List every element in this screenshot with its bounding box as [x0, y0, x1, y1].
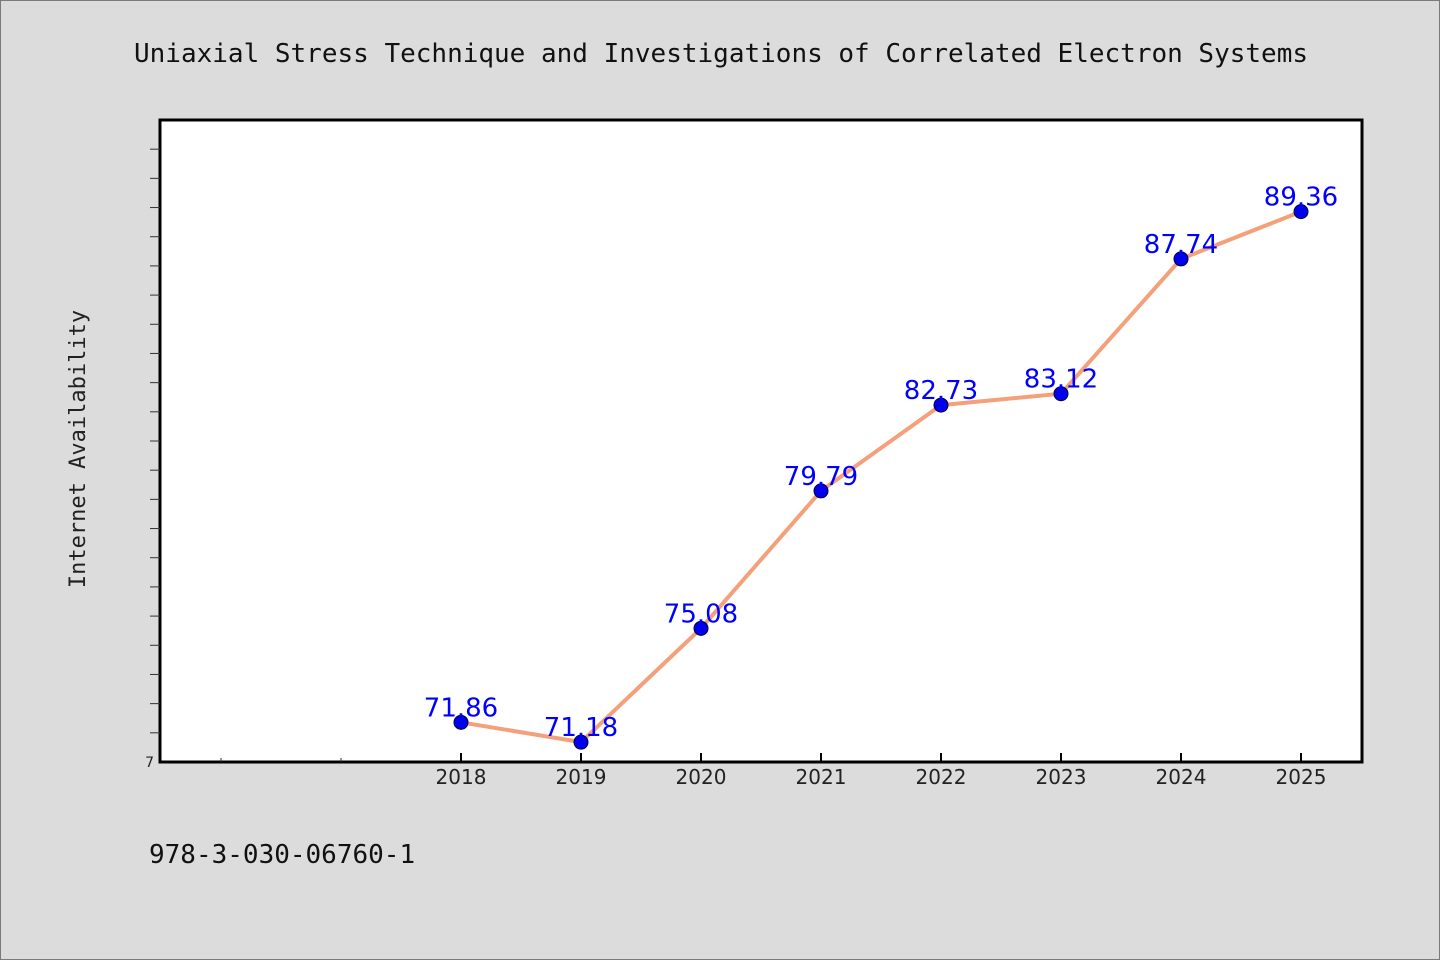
data-point	[933, 397, 949, 413]
data-point	[1053, 386, 1069, 402]
data-label: 82.73	[904, 376, 978, 406]
x-tick-label: 2020	[676, 765, 727, 789]
data-label: 83.12	[1024, 365, 1098, 395]
y-axis-ticks: 7	[145, 148, 160, 771]
data-label: 71.86	[424, 693, 498, 723]
x-tick-label: 2018	[436, 765, 487, 789]
data-point	[573, 734, 589, 750]
plot-area	[158, 118, 1364, 764]
data-point	[1293, 204, 1309, 220]
data-label: 87.74	[1144, 230, 1218, 260]
data-point	[693, 620, 709, 636]
x-tick-label: 2024	[1156, 765, 1207, 789]
x-tick-label: 2022	[916, 765, 967, 789]
series-line	[460, 209, 1302, 745]
data-point	[813, 483, 829, 499]
series-layer: 71.86 71.18 75.08 79.79 82.73 83.12 87.74 89.36	[424, 183, 1338, 750]
data-label: 79.79	[784, 462, 858, 492]
data-label: 89.36	[1264, 183, 1338, 213]
data-label: 75.08	[664, 599, 738, 629]
y-axis-label: Internet Availability	[66, 310, 91, 588]
chart-title: Uniaxial Stress Technique and Investigat…	[134, 39, 1308, 69]
x-tick-label: 2025	[1276, 765, 1327, 789]
x-axis-ticks: 2018 2019 2020 2021 2022 2023 2024 2025	[220, 753, 1327, 789]
data-point	[1173, 251, 1189, 267]
x-tick-label: 2023	[1036, 765, 1087, 789]
x-tick-label: 2021	[796, 765, 847, 789]
data-label: 71.18	[544, 713, 618, 743]
isbn-footer: 978-3-030-06760-1	[149, 840, 415, 870]
data-point	[453, 714, 469, 730]
y-tick-label: 7	[145, 755, 154, 771]
x-tick-label: 2019	[556, 765, 607, 789]
